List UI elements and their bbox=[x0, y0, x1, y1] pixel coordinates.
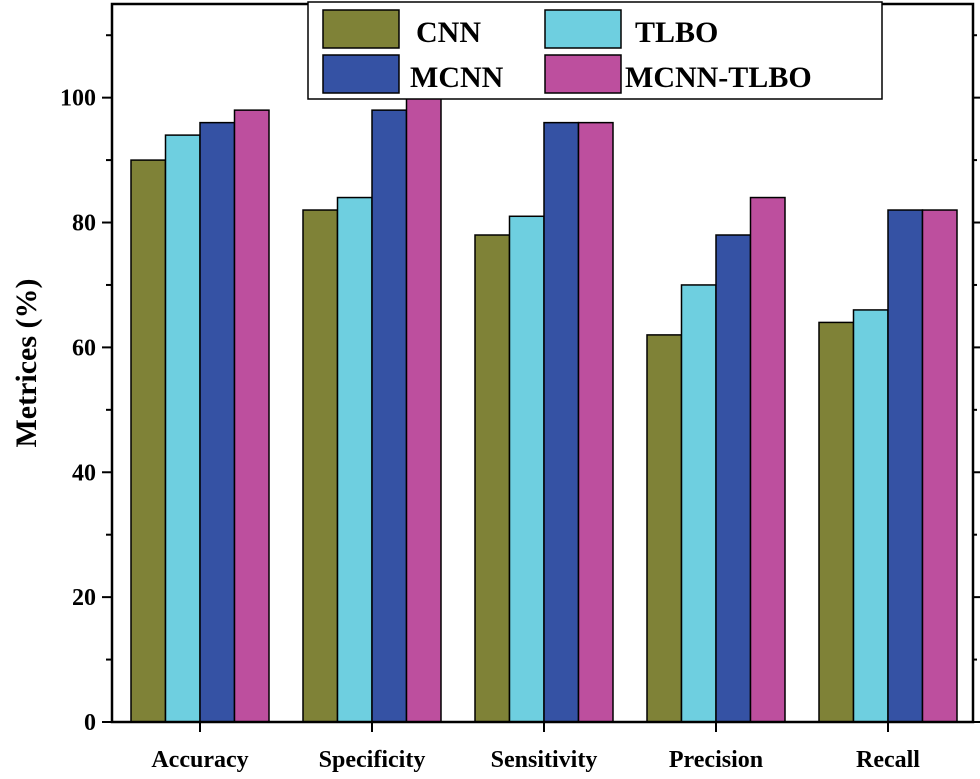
legend-label-mcnn-tlbo: MCNN-TLBO bbox=[625, 61, 812, 94]
bar-tlbo-specificity bbox=[336, 196, 373, 723]
bar-tlbo-precision bbox=[680, 284, 717, 723]
bar-cnn-precision bbox=[646, 334, 683, 723]
x-tick-label-recall: Recall bbox=[856, 747, 920, 773]
x-tick-label-sensitivity: Sensitivity bbox=[491, 747, 598, 773]
bar-mcnn-tlbo-specificity bbox=[405, 96, 442, 723]
bar-mcnn-sensitivity bbox=[543, 121, 580, 723]
bar-tlbo-accuracy bbox=[164, 134, 201, 723]
bar-mcnn-tlbo-recall bbox=[921, 209, 958, 723]
legend-swatch-mcnn bbox=[322, 54, 400, 94]
y-tick-label-40: 40 bbox=[72, 460, 96, 486]
x-axis-ticks: Accuracy Specificity Sensitivity Precision R… bbox=[151, 722, 920, 773]
y-tick-label-100: 100 bbox=[60, 86, 96, 112]
bar-tlbo-sensitivity bbox=[508, 215, 545, 723]
y-tick-label-60: 60 bbox=[72, 335, 96, 361]
y-axis-ticks: 0 20 40 60 80 100 bbox=[60, 34, 980, 736]
y-axis-title: Metrices (%) bbox=[10, 278, 43, 447]
legend-swatch-cnn bbox=[322, 9, 400, 49]
bar-mcnn-tlbo-accuracy bbox=[233, 109, 270, 723]
y-tick-label-80: 80 bbox=[72, 211, 96, 237]
legend: CNN TLBO MCNN MCNN-TLBO bbox=[307, 1, 883, 100]
bar-cnn-recall bbox=[818, 321, 855, 723]
x-tick-label-precision: Precision bbox=[669, 747, 763, 773]
bar-mcnn-tlbo-precision bbox=[749, 196, 786, 723]
bar-mcnn-accuracy bbox=[199, 121, 236, 723]
bar-cnn-sensitivity bbox=[474, 234, 511, 723]
bar-cnn-accuracy bbox=[130, 159, 167, 723]
x-tick-label-accuracy: Accuracy bbox=[151, 747, 248, 773]
bar-mcnn-specificity bbox=[371, 109, 408, 723]
legend-swatch-tlbo bbox=[544, 9, 622, 49]
bar-mcnn-tlbo-sensitivity bbox=[577, 121, 614, 723]
legend-swatch-mcnn-tlbo bbox=[544, 54, 622, 94]
bar-mcnn-recall bbox=[887, 209, 924, 723]
x-tick-label-specificity: Specificity bbox=[319, 747, 426, 773]
bars-layer bbox=[130, 96, 958, 723]
legend-label-mcnn: MCNN bbox=[410, 61, 504, 94]
legend-label-tlbo: TLBO bbox=[635, 16, 718, 49]
bar-cnn-specificity bbox=[302, 209, 339, 723]
y-tick-label-20: 20 bbox=[72, 585, 96, 611]
legend-label-cnn: CNN bbox=[416, 16, 481, 49]
bar-mcnn-precision bbox=[715, 234, 752, 723]
y-tick-label-0: 0 bbox=[84, 710, 96, 736]
bar-tlbo-recall bbox=[852, 309, 889, 723]
